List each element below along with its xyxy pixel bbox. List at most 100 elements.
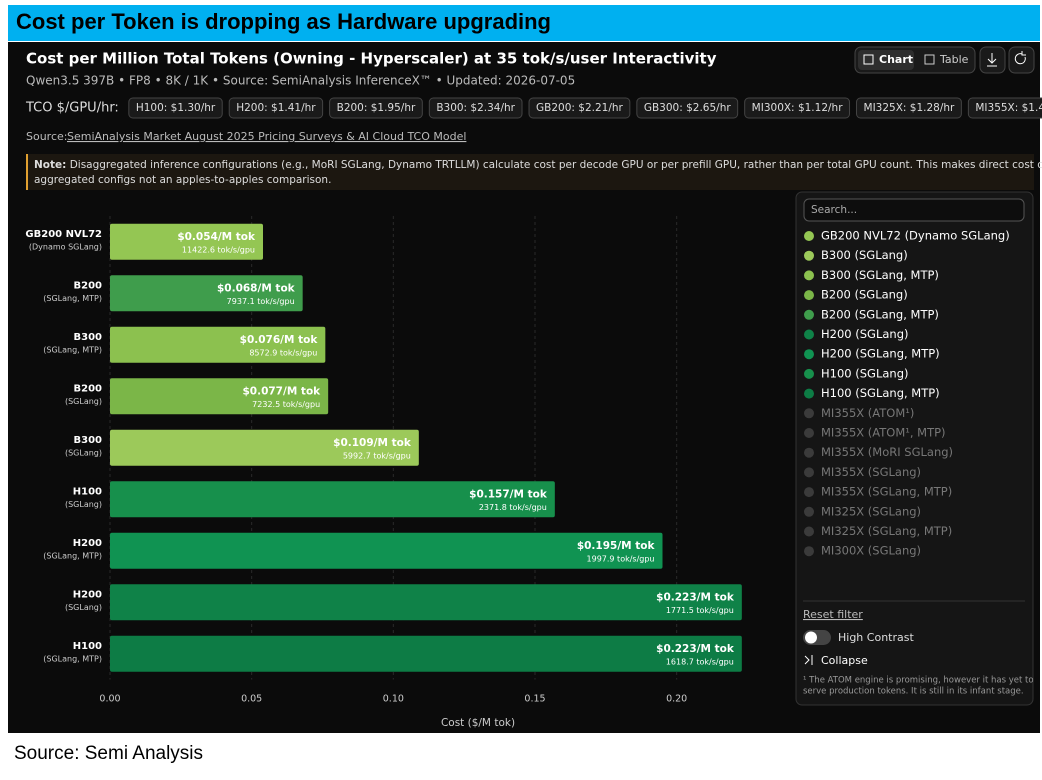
legend-label: MI300X (SGLang) [821,544,921,558]
table-icon [924,54,935,65]
legend-label: GB200 NVL72 (Dynamo SGLang) [821,229,1010,243]
throughput-label: 1771.5 tok/s/gpu [666,606,734,615]
bar [110,429,419,466]
legend-label: H100 (SGLang) [821,366,908,380]
throughput-label: 1997.9 tok/s/gpu [587,554,655,563]
legend-dot [804,408,814,419]
download-icon [987,53,997,67]
value-label: $0.223/M tok [656,591,735,603]
throughput-label: 8572.9 tok/s/gpu [249,348,317,357]
bar [110,481,555,518]
chart-button-label[interactable]: Chart [879,53,913,66]
throughput-label: 5992.7 tok/s/gpu [343,451,411,460]
y-tick-sublabel: (SGLang) [65,500,102,509]
bar [110,223,263,260]
search-box[interactable] [803,198,1025,222]
y-tick-sublabel: (SGLang, MTP) [43,654,102,663]
legend-label: MI325X (SGLang) [821,504,921,518]
source-link[interactable]: SemiAnalysis Market August 2025 Pricing … [67,130,466,143]
tco-pill [329,97,423,119]
tco-pill-label: MI300X: $1.12/hr [752,102,844,114]
value-label: $0.223/M tok [656,643,735,655]
collapse-icon [804,655,813,665]
x-tick-label: 0.00 [99,694,120,705]
note-border [26,154,28,190]
tco-pill-label: MI325X: $1.28/hr [864,102,956,114]
note-box [26,154,1034,190]
value-label: $0.077/M tok [242,385,321,397]
reset-button[interactable] [1008,46,1035,74]
y-tick-sublabel: (Dynamo SGLang) [29,242,102,251]
tco-pill-label: MI355X: $1.48/hr [975,102,1042,114]
note-label: Note: [34,159,66,171]
legend-dot [804,270,814,281]
legend-dot [804,487,814,498]
tco-pill [428,97,523,119]
bar [110,532,663,569]
throughput-label: 7232.5 tok/s/gpu [252,400,320,409]
y-tick-sublabel: (SGLang, MTP) [43,551,102,560]
reset-icon [1014,51,1026,65]
bar [110,326,326,363]
subtitle: Qwen3.5 397B • FP8 • 8K / 1K • Source: S… [26,74,575,88]
search-placeholder[interactable]: Search... [811,204,857,216]
legend-label: MI355X (ATOM¹, MTP) [821,426,946,440]
y-tick-label: H200 [73,538,102,549]
y-tick-sublabel: (SGLang) [65,397,102,406]
throughput-label: 7937.1 tok/s/gpu [227,297,295,306]
legend-dot [804,309,814,320]
note-text-2: aggregated configs not an apples-to-appl… [34,174,331,186]
legend-label: MI355X (SGLang) [821,465,921,479]
reset-filter[interactable]: Reset filter [803,608,863,621]
bar [110,378,329,415]
tco-pill [128,97,223,119]
x-tick-label: 0.05 [241,694,262,705]
y-tick-sublabel: (SGLang) [65,448,102,457]
tco-pill [636,97,739,119]
table-button-label[interactable]: Table [939,53,969,66]
footer-source: Source: Semi Analysis [14,743,203,764]
value-label: $0.054/M tok [177,231,256,243]
legend-dot [804,329,814,340]
note-text: Note: Disaggregated inference configurat… [34,159,1042,171]
collapse-label[interactable]: Collapse [821,654,868,667]
legend-dot [804,231,814,241]
value-label: $0.195/M tok [577,540,656,552]
x-tick-label: 0.15 [524,694,545,705]
throughput-label: 11422.6 tok/s/gpu [182,245,255,254]
legend-label: H200 (SGLang, MTP) [821,347,940,361]
tco-label: TCO $/GPU/hr: [25,101,119,116]
legend-dot [804,546,814,557]
footnote: ¹ The ATOM engine is promising, however … [803,676,1034,686]
chart-title: Cost per Million Total Tokens (Owning - … [26,50,717,68]
legend-dot [804,250,814,261]
banner-title: Cost per Token is dropping as Hardware u… [16,9,551,34]
tco-pill [744,97,851,119]
legend-dot [804,526,814,537]
legend-dot [804,368,814,379]
tco-pill-label: H100: $1.30/hr [136,102,216,114]
legend-dot [804,447,814,458]
bar [110,584,742,621]
tco-pill [967,97,1042,119]
legend-dot [804,290,814,301]
y-tick-label: B300 [74,332,103,343]
tco-pill-label: GB200: $2.21/hr [536,102,624,114]
banner [8,5,1040,41]
tco-pill [856,97,962,119]
throughput-label: 2371.8 tok/s/gpu [479,503,547,512]
tco-pill-label: H200: $1.41/hr [236,102,316,114]
value-label: $0.068/M tok [217,282,296,294]
legend-label: MI325X (SGLang, MTP) [821,524,952,538]
x-tick-label: 0.20 [666,694,687,705]
y-tick-label: H200 [73,589,102,600]
note-body: Disaggregated inference configurations (… [70,159,1042,171]
legend-label: MI355X (SGLang, MTP) [821,485,952,499]
tco-pill [228,97,324,119]
value-label: $0.109/M tok [333,437,412,449]
legend-label: B300 (SGLang) [821,248,908,262]
high-contrast-label[interactable]: High Contrast [838,631,914,644]
tco-pill-label: B200: $1.95/hr [337,102,416,114]
legend-label: MI355X (ATOM¹) [821,406,914,420]
